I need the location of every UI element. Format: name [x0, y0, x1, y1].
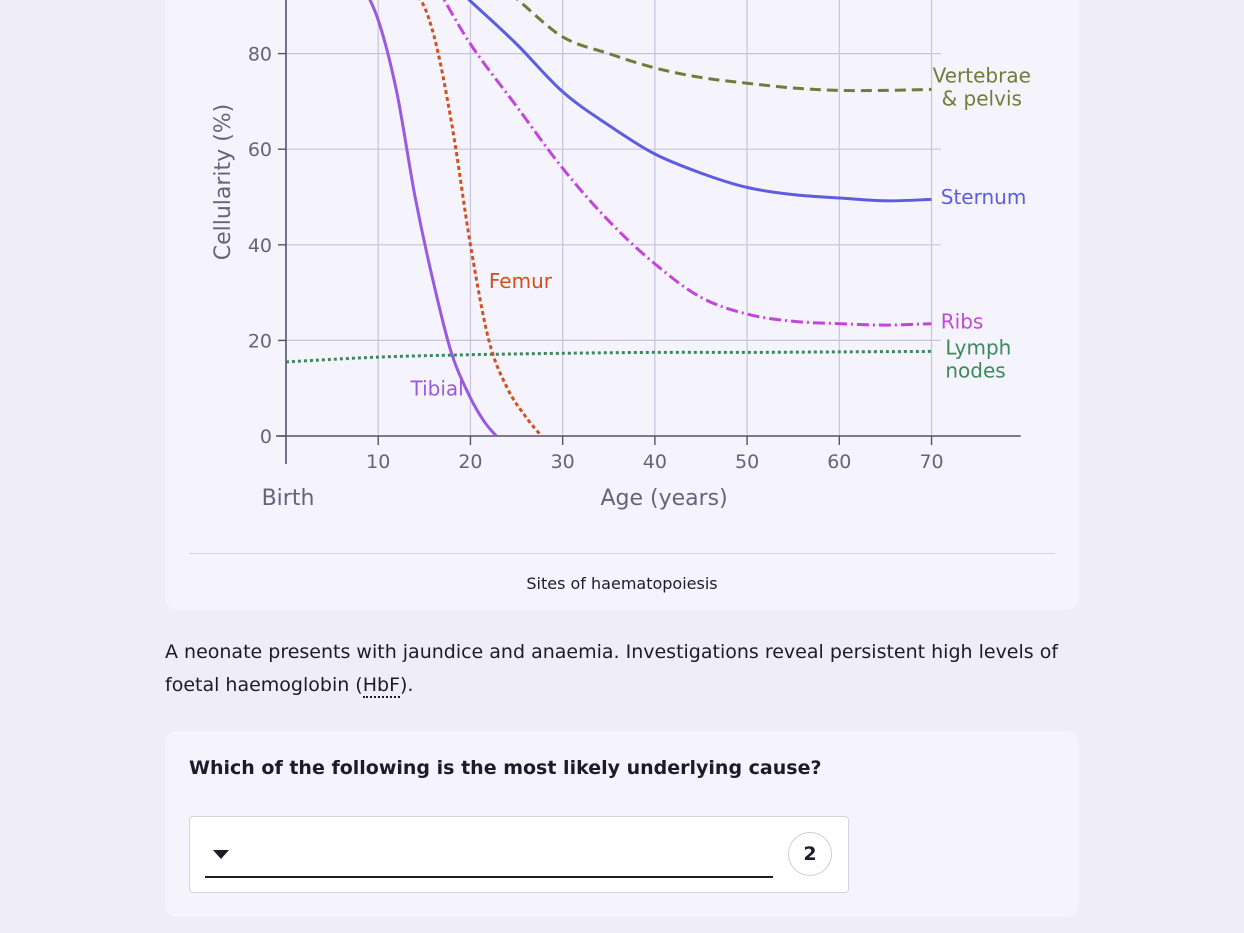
series-label-lymph-nodes: Lymph: [945, 336, 1011, 360]
x-tick-label: 40: [643, 451, 667, 473]
cellularity-chart: 0 20 40 60 80 10 20 30 40 50 60 70 Birth Age (years) C…: [211, 0, 1031, 511]
series-line-lymph-nodes: [285, 349, 932, 364]
x-tick-label: 60: [827, 451, 851, 473]
x-tick-label: 70: [919, 451, 943, 473]
x-axis-title: Age (years): [600, 486, 727, 511]
caret-down-icon: [213, 850, 229, 859]
figure-caption: Sites of haematopoiesis: [526, 574, 718, 593]
answer-dropdown[interactable]: [205, 830, 773, 878]
series-line-sternum: [467, 0, 932, 203]
caption-divider: [189, 553, 1055, 554]
y-tick-label: 0: [260, 426, 272, 448]
series-line-vertebrae-pelvis: [515, 0, 932, 93]
x-tick-label: 20: [458, 451, 482, 473]
answer-box: [189, 816, 849, 893]
question-number-badge: 2: [788, 832, 832, 876]
series-line-femur: [418, 0, 543, 437]
series-label-vertebrae-pelvis: & pelvis: [942, 86, 1022, 110]
figure-card: [165, 0, 1079, 610]
y-tick-label: 40: [248, 235, 272, 257]
series-line-ribs: [442, 0, 932, 327]
x-tick-label: 30: [551, 451, 575, 473]
y-tick-label: 60: [248, 139, 272, 161]
x-origin-label: Birth: [262, 486, 315, 511]
y-tick-label: 20: [248, 330, 272, 352]
x-tick-label: 10: [366, 451, 390, 473]
series-label-lymph-nodes: nodes: [945, 359, 1005, 383]
series-label-femur: Femur: [489, 269, 553, 293]
stem-text-before: A neonate presents with jaundice and ana…: [165, 641, 1059, 696]
series-line-tibial: [368, 0, 498, 437]
series-label-ribs: Ribs: [941, 309, 984, 333]
y-tick-label: 80: [248, 44, 272, 66]
hbf-abbreviation[interactable]: HbF: [362, 674, 400, 698]
question-stem: A neonate presents with jaundice and ana…: [165, 636, 1065, 702]
stem-text-after: ).: [400, 674, 414, 696]
question-prompt: Which of the following is the most likel…: [189, 757, 822, 779]
series-label-tibial: Tibial: [409, 376, 463, 400]
y-axis-title: Cellularity (%): [211, 104, 236, 261]
series-label-sternum: Sternum: [941, 185, 1027, 209]
series-label-vertebrae-pelvis: Vertebrae: [933, 63, 1031, 87]
x-tick-label: 50: [735, 451, 759, 473]
